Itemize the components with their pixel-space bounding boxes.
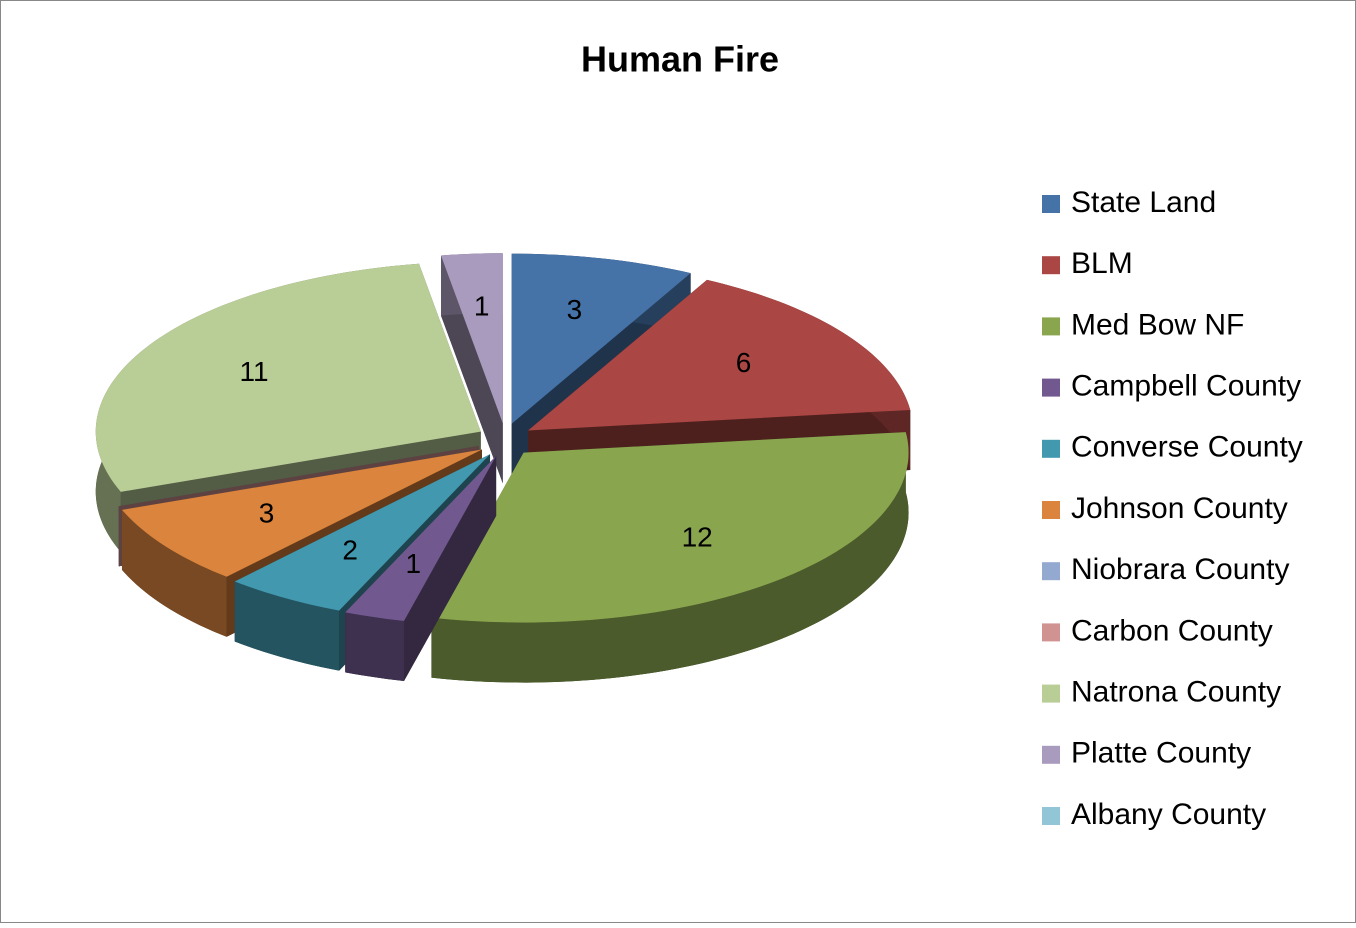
legend-label: Converse County (1071, 431, 1303, 464)
legend-label: Niobrara County (1071, 553, 1289, 586)
legend-swatch (1042, 745, 1060, 764)
data-label: 11 (239, 356, 268, 387)
slice-top (345, 455, 497, 621)
legend-label: Johnson County (1071, 492, 1288, 525)
legend-swatch (1042, 684, 1060, 703)
slice-top (511, 253, 691, 424)
legend-swatch (1042, 256, 1060, 275)
slice-top (234, 454, 491, 611)
legend-swatch (1042, 623, 1060, 642)
slice-top (121, 449, 482, 577)
slice-side (431, 432, 909, 683)
legend-swatch (1042, 317, 1060, 336)
pie-slice (345, 455, 497, 681)
data-label: 2 (342, 534, 358, 565)
legend-label: Med Bow NF (1071, 308, 1244, 341)
legend-swatch (1042, 439, 1060, 458)
slice-top (431, 432, 909, 623)
slice-top (118, 445, 479, 507)
slice-top (440, 253, 503, 424)
pie-slice (440, 253, 503, 484)
legend-swatch (1042, 501, 1060, 519)
legend-label: Campbell County (1071, 370, 1301, 403)
slice-top (95, 263, 481, 492)
legend-label: State Land (1071, 186, 1216, 219)
data-label: 6 (736, 347, 752, 378)
legend-swatch (1042, 807, 1060, 825)
data-label: 12 (682, 521, 713, 552)
legend-label: Platte County (1071, 737, 1251, 770)
legend-label: Carbon County (1071, 614, 1273, 647)
slice-side (345, 612, 404, 681)
data-label: 3 (259, 498, 275, 529)
slice-side (234, 581, 340, 671)
legend-swatch (1042, 378, 1060, 397)
legend-label: Albany County (1071, 798, 1266, 831)
data-label: 1 (474, 290, 490, 321)
pie-slice (431, 432, 909, 683)
legend-swatch (1042, 562, 1060, 581)
data-label: 1 (405, 548, 421, 579)
data-label: 3 (567, 294, 583, 325)
slice-top (528, 279, 911, 431)
legend-label: Natrona County (1071, 676, 1281, 709)
legend-swatch (1042, 195, 1060, 213)
legend-label: BLM (1071, 247, 1133, 280)
slice-side (121, 509, 227, 637)
legend: State Land BLM Med Bow NF Campbell County Co… (1042, 186, 1303, 831)
chart-title: Human Fire (581, 39, 779, 80)
